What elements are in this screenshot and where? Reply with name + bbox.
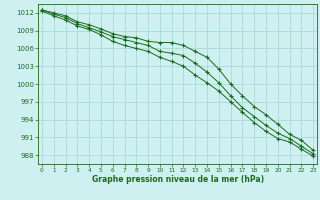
X-axis label: Graphe pression niveau de la mer (hPa): Graphe pression niveau de la mer (hPa) — [92, 175, 264, 184]
